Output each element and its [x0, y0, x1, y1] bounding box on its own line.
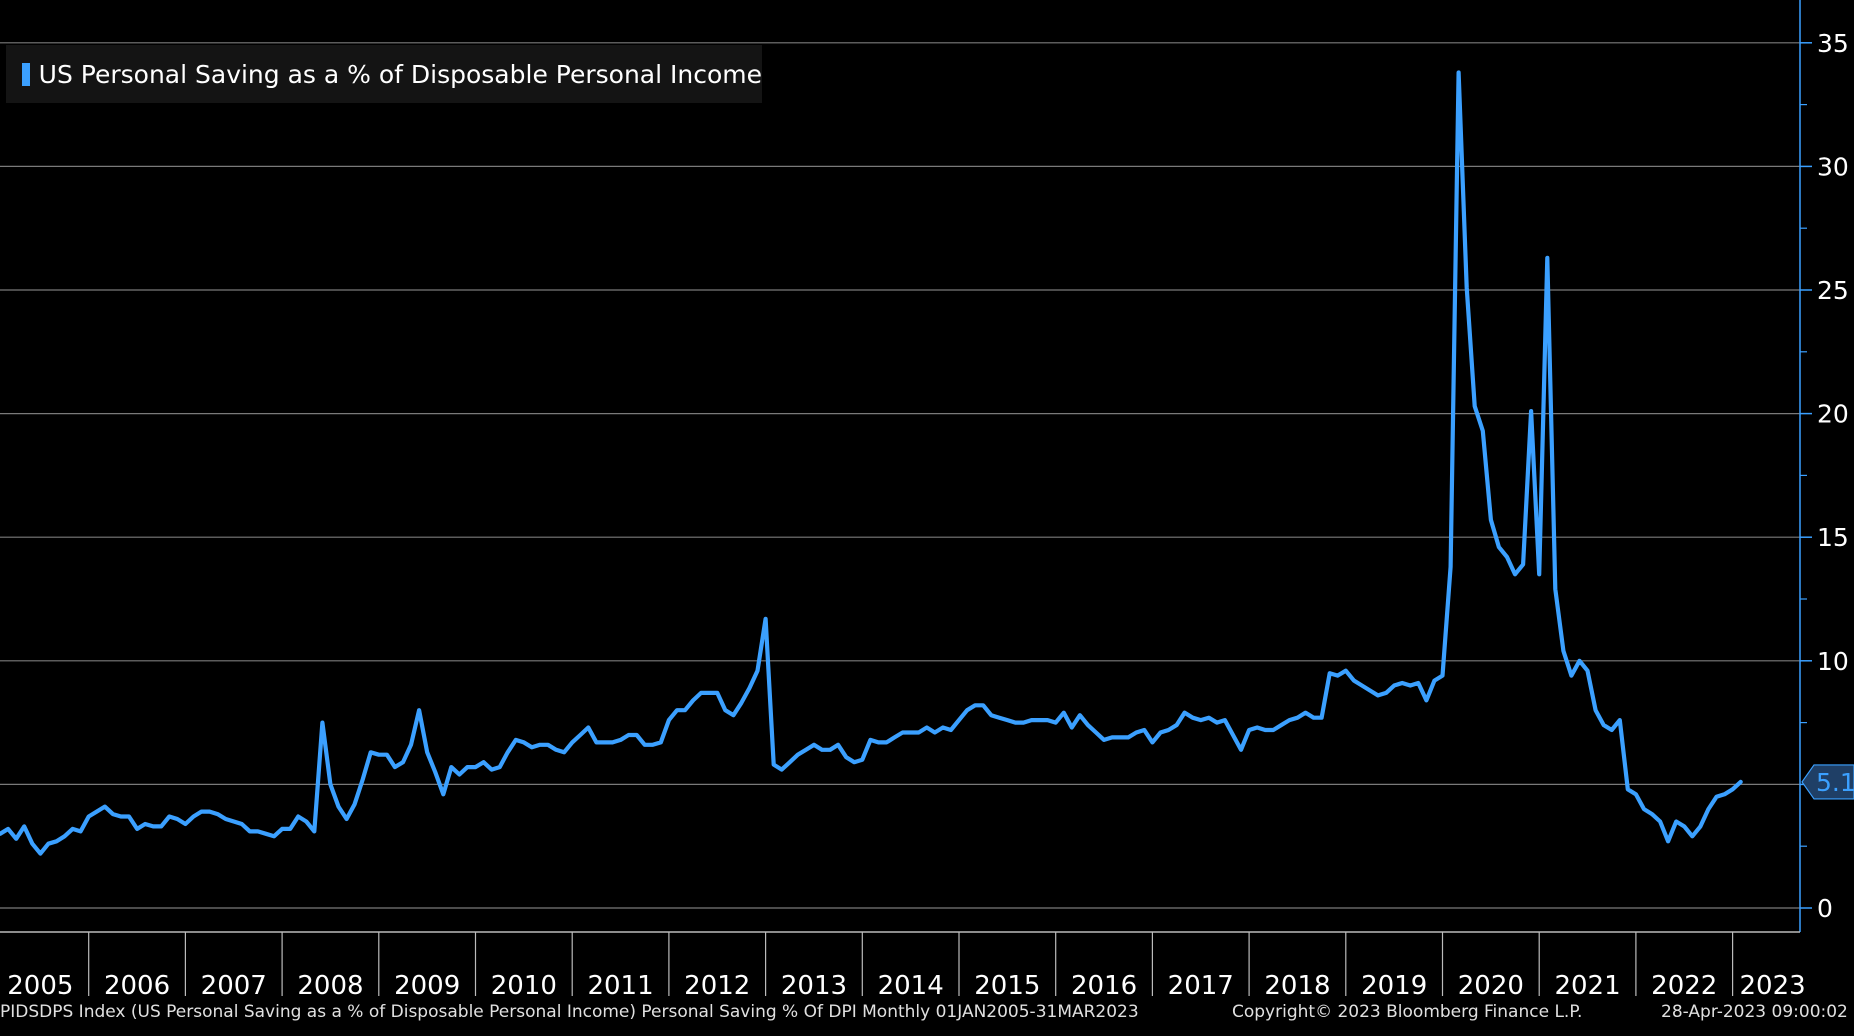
x-tick-label: 2009 — [394, 971, 460, 1000]
x-tick-label: 2012 — [684, 971, 750, 1000]
x-tick-label: 2021 — [1554, 971, 1620, 1000]
legend-swatch — [22, 62, 30, 86]
footer-timestamp: 28-Apr-2023 09:00:02 — [1661, 1002, 1848, 1022]
y-tick-label: 10 — [1817, 647, 1849, 676]
y-tick-label: 25 — [1817, 276, 1849, 305]
x-tick-label: 2016 — [1071, 971, 1137, 1000]
y-tick-label: 35 — [1817, 29, 1849, 58]
x-tick-label: 2005 — [7, 971, 73, 1000]
x-tick-label: 2019 — [1361, 971, 1427, 1000]
legend-label: US Personal Saving as a % of Disposable … — [38, 59, 762, 89]
chart-plot: 0510152025303520052006200720082009201020… — [0, 0, 1854, 1000]
x-tick-label: 2023 — [1740, 971, 1806, 1000]
last-value-label: 5.1 — [1816, 768, 1854, 797]
y-tick-label: 0 — [1817, 894, 1833, 923]
x-tick-label: 2010 — [491, 971, 557, 1000]
y-tick-label: 30 — [1817, 152, 1849, 181]
footer-copyright: Copyright© 2023 Bloomberg Finance L.P. — [1232, 1002, 1583, 1022]
x-tick-label: 2007 — [201, 971, 267, 1000]
y-tick-label: 15 — [1817, 523, 1849, 552]
x-tick-label: 2017 — [1168, 971, 1234, 1000]
x-tick-label: 2014 — [878, 971, 944, 1000]
x-tick-label: 2006 — [104, 971, 170, 1000]
footer-source: PIDSDPS Index (US Personal Saving as a %… — [0, 1002, 1139, 1022]
x-tick-label: 2015 — [974, 971, 1040, 1000]
legend: US Personal Saving as a % of Disposable … — [6, 45, 762, 103]
x-tick-label: 2011 — [587, 971, 653, 1000]
x-tick-label: 2008 — [297, 971, 363, 1000]
last-value-tag — [1801, 764, 1854, 800]
x-tick-label: 2018 — [1264, 971, 1330, 1000]
y-tick-label: 20 — [1817, 400, 1849, 429]
x-tick-label: 2020 — [1458, 971, 1524, 1000]
series-line — [0, 70, 1743, 856]
x-tick-label: 2013 — [781, 971, 847, 1000]
x-tick-label: 2022 — [1651, 971, 1717, 1000]
